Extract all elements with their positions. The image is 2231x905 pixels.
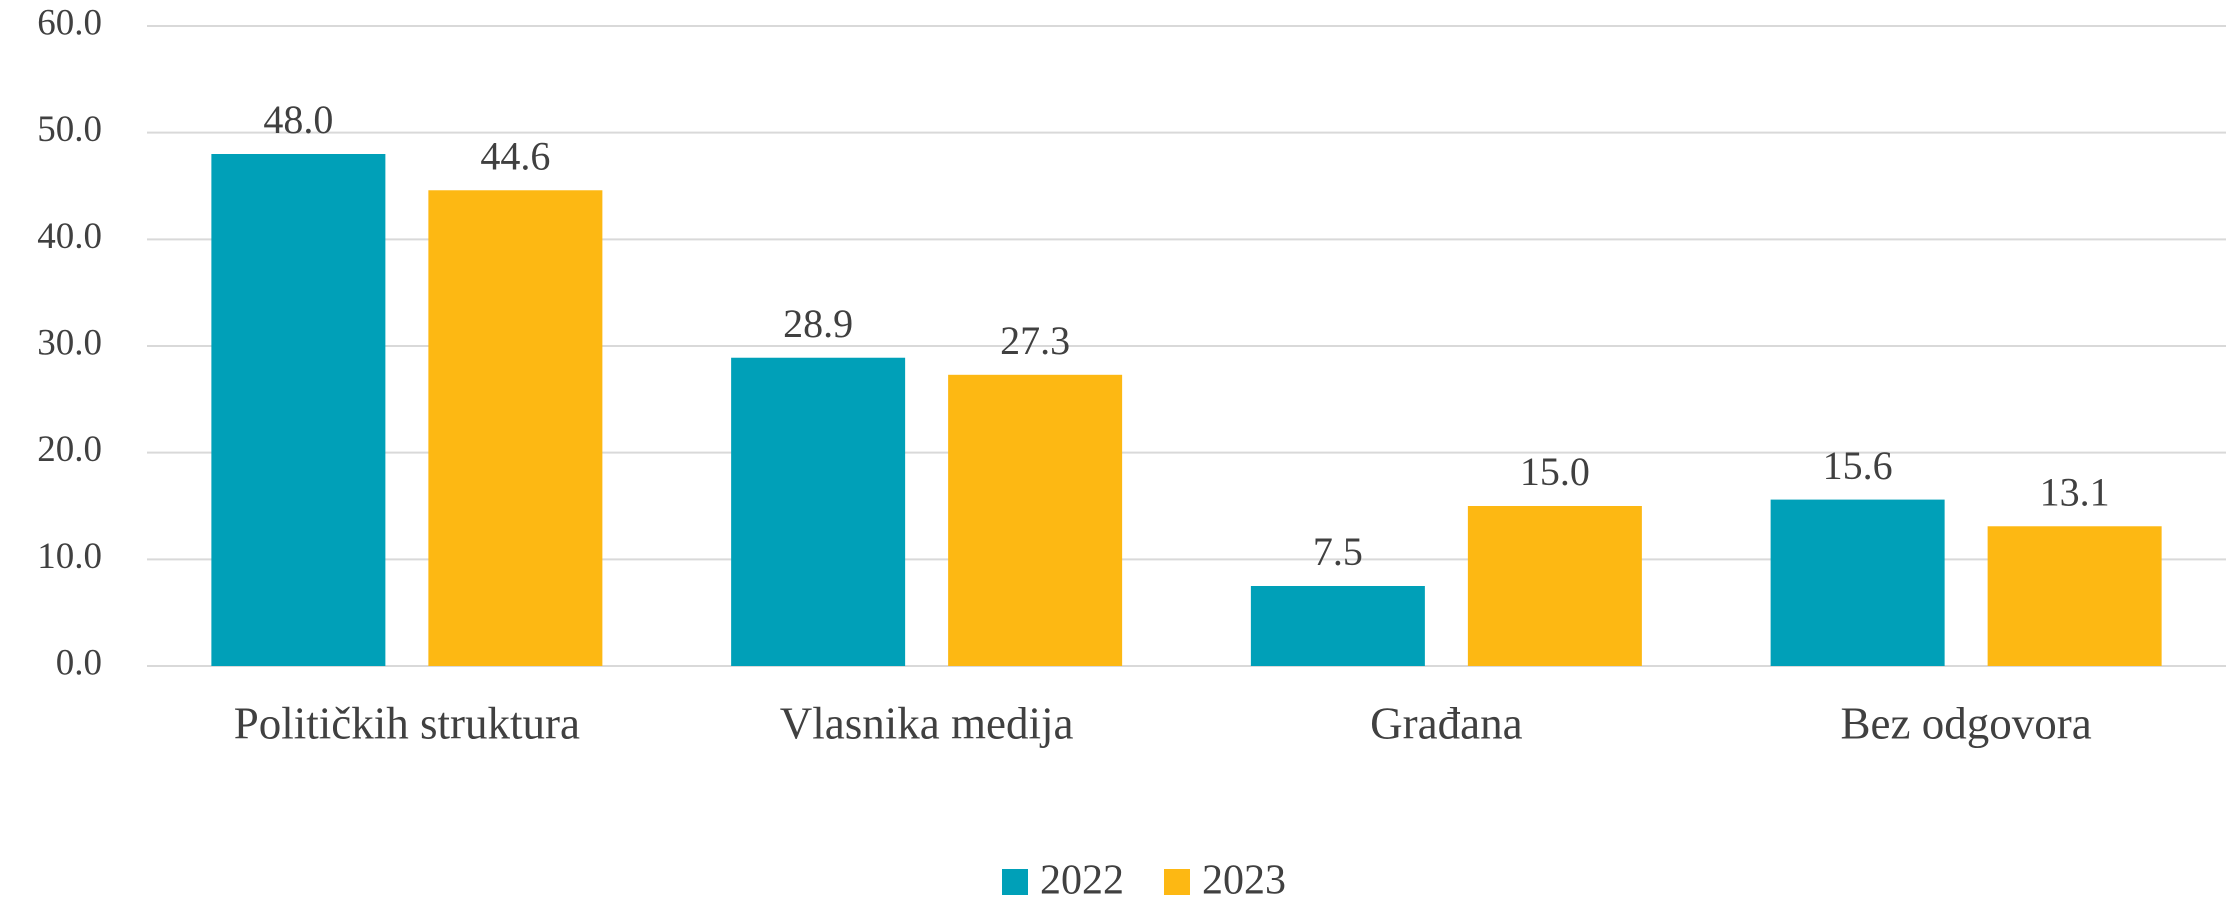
- value-label: 28.9: [783, 301, 853, 346]
- bar: [1250, 586, 1425, 666]
- value-label: 44.6: [480, 133, 550, 178]
- y-tick-label: 60.0: [37, 2, 102, 43]
- y-tick-label: 30.0: [37, 322, 102, 363]
- bar: [948, 374, 1123, 666]
- x-tick-label: Bez odgovora: [1841, 698, 2092, 748]
- legend-swatch: [1164, 869, 1190, 895]
- bar: [211, 154, 386, 666]
- legend-label: 2022: [1040, 858, 1124, 904]
- y-tick-label: 20.0: [37, 429, 102, 470]
- y-tick-label: 10.0: [37, 536, 102, 577]
- value-label: 15.6: [1823, 443, 1893, 488]
- legend-swatch: [1002, 869, 1028, 895]
- value-label: 27.3: [1000, 318, 1070, 363]
- value-label: 48.0: [263, 97, 333, 142]
- bar: [1770, 499, 1945, 666]
- x-tick-label: Vlasnika medija: [780, 698, 1074, 748]
- value-label: 7.5: [1313, 529, 1363, 574]
- y-tick-label: 50.0: [37, 109, 102, 150]
- y-tick-label: 40.0: [37, 216, 102, 257]
- x-tick-label: Građana: [1370, 698, 1522, 748]
- bar: [428, 190, 603, 666]
- legend-label: 2023: [1202, 858, 1286, 904]
- bar: [1987, 526, 2162, 666]
- value-label: 15.0: [1520, 449, 1590, 494]
- y-tick-label: 0.0: [56, 642, 102, 683]
- bar: [1467, 506, 1642, 666]
- value-label: 13.1: [2040, 469, 2110, 514]
- bar: [731, 357, 906, 666]
- x-tick-label: Političkih struktura: [234, 698, 580, 748]
